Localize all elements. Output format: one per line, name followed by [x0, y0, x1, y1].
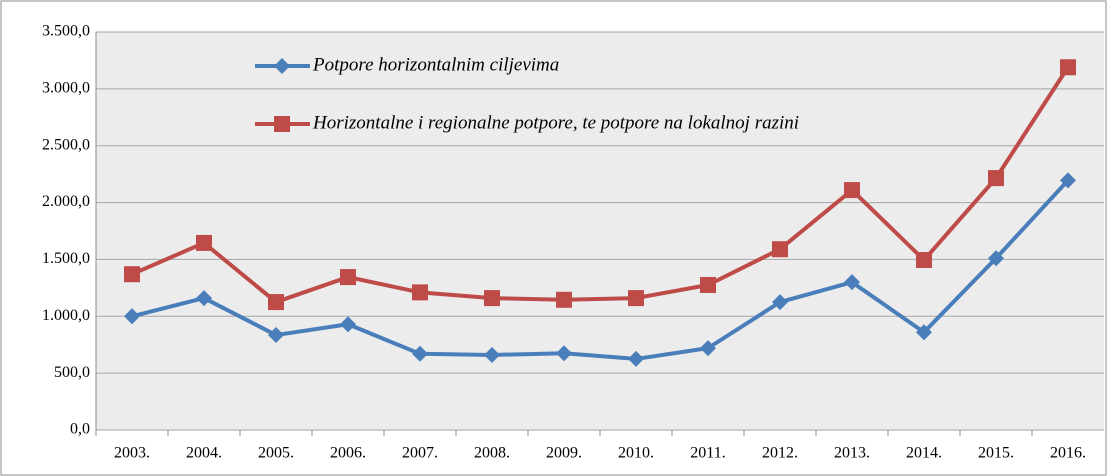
marker [412, 284, 428, 301]
marker [628, 350, 644, 367]
x-tick-label: 2013. [834, 445, 870, 462]
y-tick-label: 1.500,0 [42, 250, 90, 267]
y-tick-label: 2.000,0 [42, 193, 90, 210]
x-tick-label: 2008. [474, 445, 510, 462]
marker [412, 345, 428, 362]
marker [196, 290, 212, 307]
marker [556, 345, 572, 362]
y-tick-label: 2.500,0 [42, 136, 90, 153]
marker [1060, 172, 1076, 189]
series-line [131, 179, 1070, 361]
marker [916, 324, 932, 341]
x-tick-label: 2014. [906, 445, 942, 462]
x-tick-label: 2005. [258, 445, 294, 462]
y-tick-label: 3.500,0 [42, 23, 90, 40]
x-tick-label: 2003. [114, 445, 150, 462]
x-tick-label: 2012. [762, 445, 798, 462]
marker [772, 294, 788, 311]
marker [988, 170, 1004, 187]
legend-text: Horizontalne i regionalne potpore, te po… [312, 112, 799, 133]
x-tick-label: 2016. [1050, 445, 1086, 462]
marker [484, 346, 500, 363]
marker [844, 182, 860, 199]
series-line [131, 66, 1070, 305]
marker [124, 308, 140, 325]
x-tick-label: 2010. [618, 445, 654, 462]
marker [1060, 59, 1076, 76]
legend-text: Potpore horizontalnim ciljevima [312, 54, 559, 75]
marker [628, 290, 644, 307]
marker [268, 327, 284, 344]
marker [268, 294, 284, 311]
marker [274, 58, 290, 74]
marker [340, 269, 356, 286]
x-tick-label: 2015. [978, 445, 1014, 462]
x-tick-label: 2006. [330, 445, 366, 462]
marker [988, 250, 1004, 267]
x-tick-label: 2007. [402, 445, 438, 462]
y-tick-label: 3.000,0 [42, 80, 90, 97]
y-tick-label: 500,0 [54, 364, 90, 381]
y-tick-label: 0,0 [70, 421, 90, 438]
marker [196, 234, 212, 251]
marker [700, 340, 716, 357]
y-tick-label: 1.000,0 [42, 307, 90, 324]
marker [844, 274, 860, 291]
marker [340, 316, 356, 333]
marker [484, 290, 500, 307]
x-tick-label: 2009. [546, 445, 582, 462]
marker [700, 277, 716, 294]
x-tick-label: 2011. [690, 445, 725, 462]
plot-area [96, 32, 1104, 430]
marker [772, 241, 788, 258]
marker [274, 116, 290, 132]
marker [124, 266, 140, 283]
marker [916, 251, 932, 268]
x-tick-label: 2004. [186, 445, 222, 462]
marker [556, 291, 572, 308]
